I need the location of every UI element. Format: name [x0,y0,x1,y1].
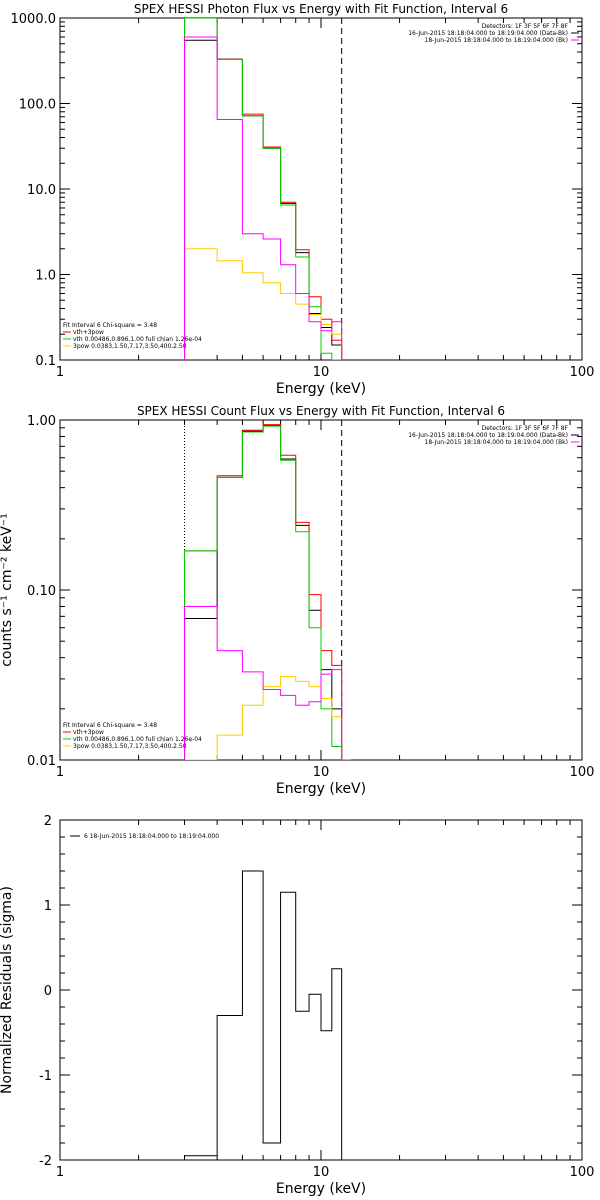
y-tick-label: 1.00 [27,414,56,429]
x-tick-label: 100 [570,1165,595,1180]
series-vth-3pow-line [184,424,351,760]
series-vth-line [184,425,351,760]
chart-title: SPEX HESSI Photon Flux vs Energy with Fi… [134,2,508,16]
series-3pow-line [184,675,351,760]
series-residuals-line [184,870,343,1160]
series-vth-line [184,18,342,360]
x-tick-label: 1 [56,765,64,780]
legend-bottom-left-entry: Fit Interval 6 Chi-square = 3.48 [63,722,157,729]
series-data-bk-line [184,424,351,760]
y-tick-label: 0 [44,984,52,999]
y-tick-label: 1000.0 [11,12,57,27]
x-tick-label: 100 [570,765,595,780]
legend-top-right-entry: 18-Jun-2015 18:18:04.000 to 18:19:04.000… [425,37,568,44]
x-axis-label: Energy (keV) [276,1181,366,1197]
y-tick-label: -2 [39,1154,52,1169]
legend-bottom-left-entry: 3pow 0.0383,1.50,7.17,3.50,400,2.50 [73,743,187,750]
y-tick-label: 10.0 [27,183,56,198]
legend-bottom-left-entry: vth+3pow [73,329,104,336]
x-tick-label: 1 [56,1165,64,1180]
legend-top-right-entry: 16-Jun-2015 18:18:04.000 to 18:19:04.000… [408,432,568,439]
x-tick-label: 10 [313,1165,330,1180]
x-axis-label: Energy (keV) [276,381,366,397]
y-tick-label: 100.0 [19,98,56,113]
legend-top-right-entry: 18-Jun-2015 18:18:04.000 to 18:19:04.000… [425,439,568,446]
y-tick-label: 1.0 [35,269,56,284]
data-area [184,18,343,360]
chart-title: SPEX HESSI Count Flux vs Energy with Fit… [137,404,505,418]
chart-panel-1: SPEX HESSI Photon Flux vs Energy with Fi… [11,2,595,397]
x-tick-label: 1 [56,365,64,380]
legend-bottom-left-entry: vth+3pow [73,729,104,736]
series-vth-3pow-line [184,18,343,360]
x-tick-label: 100 [570,365,595,380]
data-area [184,420,351,760]
chart-panel-2: SPEX HESSI Count Flux vs Energy with Fit… [0,404,594,797]
y-tick-label: 2 [44,814,52,829]
series-bk-line [184,605,351,760]
legend-bottom-left-entry: vth 0.00486,0.896,1.00 full chian 1.26e-… [73,736,202,743]
legend-bottom-left-entry: Fit Interval 6 Chi-square = 3.48 [63,322,157,329]
x-axis-label: Energy (keV) [276,781,366,797]
legend-top-right-entry: 16-Jun-2015 18:18:04.000 to 18:19:04.000… [408,30,568,37]
legend-top-right-entry: Detectors: 1F 3F 5F 6F 7F 8F [482,425,569,432]
y-tick-label: 0.01 [27,754,56,769]
y-tick-label: 1 [44,899,52,914]
x-tick-label: 10 [313,365,330,380]
plot-frame [59,819,583,1161]
series-data-bk-line [184,39,343,360]
data-area [184,870,343,1160]
y-axis-label: counts s⁻¹ cm⁻² keV⁻¹ [0,513,15,667]
x-tick-label: 10 [313,765,330,780]
series-3pow-line [184,248,343,360]
y-tick-label: 0.1 [35,354,56,369]
legend-top-right-entry: Detectors: 1F 3F 5F 6F 7F 8F [482,23,569,30]
legend-entry: 6 18-Jun-2015 18:18:04.000 to 18:19:04.0… [84,833,219,840]
chart-panel-3: 1 10 100 -2 -1 0 1 2 Energy (keV) Normalized Resi… [0,814,594,1197]
y-tick-label: 0.10 [27,584,56,599]
legend-bottom-left-entry: 3pow 0.0383,1.50,7.17,3.50,400,2.50 [73,343,187,350]
y-axis-label: Normalized Residuals (sigma) [0,886,15,1094]
y-tick-label: -1 [39,1069,52,1084]
series-bk-line [184,36,343,360]
legend-bottom-left-entry: vth 0.00486,0.896,1.00 full chian 1.26e-… [73,336,202,343]
